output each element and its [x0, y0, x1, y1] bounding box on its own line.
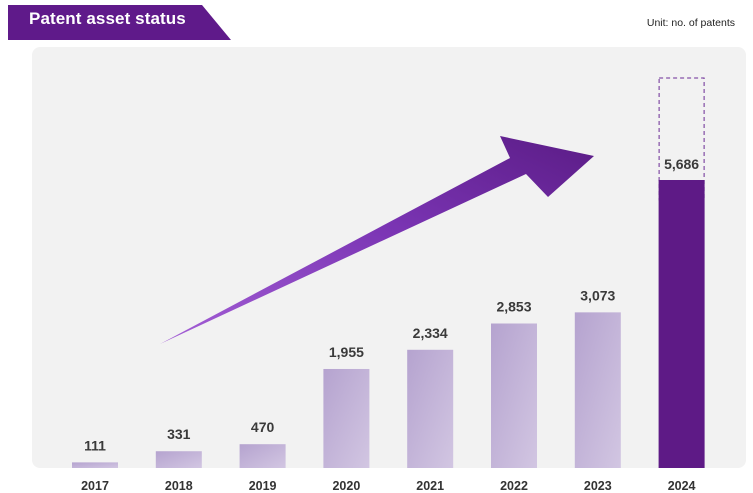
x-tick-2021: 2021 — [416, 479, 444, 493]
unit-note: Unit: no. of patents — [646, 17, 735, 29]
value-label-2020: 1,955 — [329, 344, 364, 360]
x-tick-2020: 2020 — [332, 479, 360, 493]
growth-arrow — [160, 136, 594, 344]
value-label-2023: 3,073 — [580, 287, 615, 303]
x-axis-ticks: 2017 2018 2019 2020 2021 2022 2023 2024 — [81, 479, 695, 493]
title-banner — [8, 5, 231, 40]
x-tick-2023: 2023 — [584, 479, 612, 493]
value-labels-layer: 111 331 470 1,955 2,334 2,853 3,073 5,686 — [84, 156, 699, 453]
bar-2020 — [323, 368, 370, 468]
x-tick-2024: 2024 — [668, 479, 696, 493]
value-label-2021: 2,334 — [413, 325, 448, 341]
plot-panel — [32, 47, 746, 468]
value-label-2022: 2,853 — [496, 298, 531, 314]
title-banner-ribbon — [8, 5, 231, 40]
x-tick-2019: 2019 — [249, 479, 277, 493]
x-tick-2018: 2018 — [165, 479, 193, 493]
value-label-2018: 331 — [167, 426, 191, 442]
value-label-2017: 111 — [84, 437, 106, 453]
bar-2017 — [72, 462, 118, 468]
bar-2023 — [574, 312, 621, 468]
bars-layer — [72, 77, 705, 468]
x-tick-2017: 2017 — [81, 479, 109, 493]
bar-2024 — [658, 180, 705, 468]
bar-2019 — [239, 444, 286, 468]
value-label-2024: 5,686 — [664, 156, 699, 172]
chart-title: Patent asset status — [29, 9, 186, 28]
value-label-2019: 470 — [251, 419, 275, 435]
bar-2021 — [407, 349, 454, 468]
x-tick-2022: 2022 — [500, 479, 528, 493]
bar-2018 — [155, 451, 202, 468]
bar-2022 — [491, 323, 537, 468]
